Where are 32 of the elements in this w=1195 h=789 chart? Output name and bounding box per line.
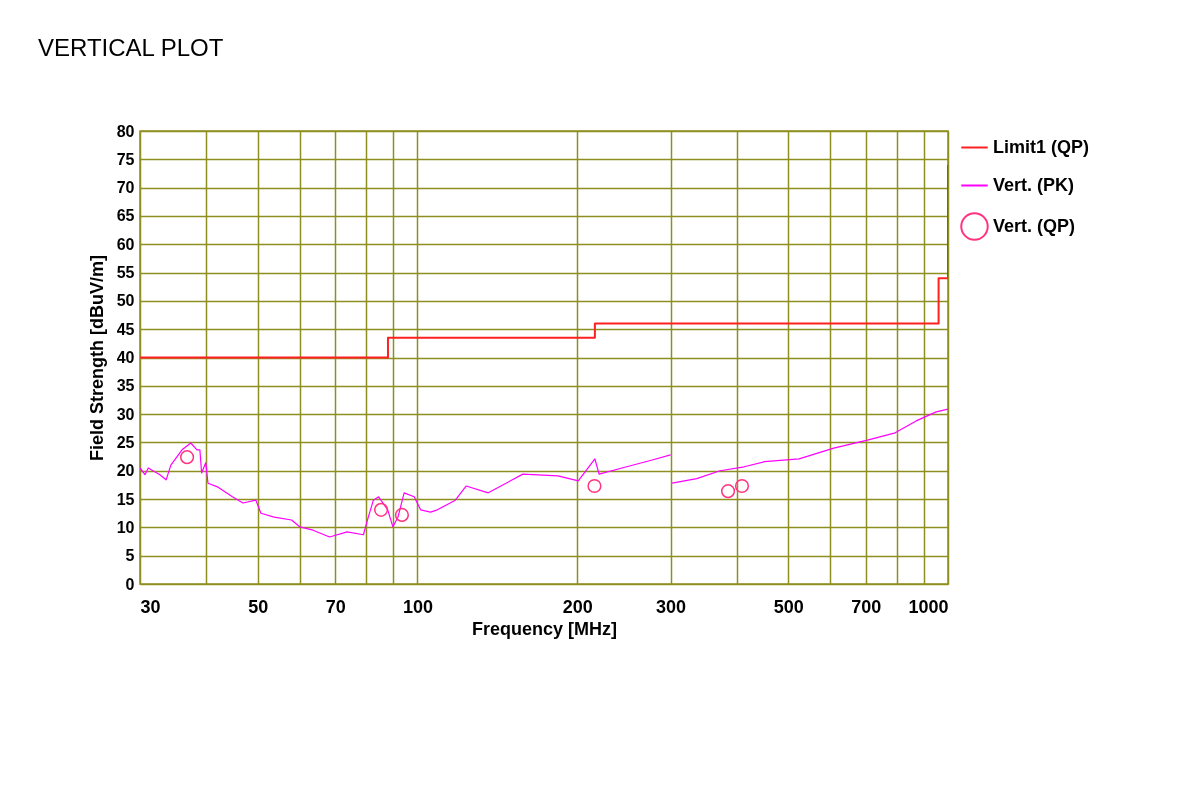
legend-label: Vert. (QP): [993, 215, 1076, 236]
y-tick-label: 70: [116, 179, 135, 197]
y-axis-title: Field Strength [dBuV/m]: [86, 255, 107, 461]
legend-label: Vert. (PK): [993, 174, 1075, 195]
y-tick-label: 50: [116, 292, 135, 310]
x-tick-label: 300: [656, 596, 687, 617]
y-tick-label: 10: [116, 518, 135, 536]
y-tick-label: 30: [116, 405, 135, 423]
x-tick-label: 100: [402, 596, 433, 617]
chart-title: VERTICAL PLOT: [38, 34, 224, 62]
y-tick-label: 55: [116, 264, 135, 282]
x-tick-label: 1000: [908, 596, 949, 617]
y-tick-label: 20: [116, 462, 135, 480]
x-tick-label: 700: [851, 596, 882, 617]
x-tick-label: 200: [562, 596, 593, 617]
legend-label: Limit1 (QP): [993, 136, 1090, 157]
y-tick-label: 25: [116, 433, 135, 451]
x-tick-label: 30: [140, 596, 161, 617]
y-tick-label: 35: [116, 377, 135, 395]
y-tick-label: 80: [116, 122, 135, 140]
x-axis-title: Frequency [MHz]: [471, 618, 618, 639]
y-tick-label: 0: [125, 575, 135, 593]
y-tick-label: 40: [116, 349, 135, 366]
x-tick-label: 500: [773, 596, 804, 617]
x-tick-label: 70: [325, 596, 346, 617]
y-tick-label: 45: [116, 320, 135, 338]
y-tick-label: 75: [116, 150, 135, 168]
y-tick-label: 5: [125, 547, 135, 565]
x-tick-label: 50: [248, 596, 269, 617]
y-tick-label: 65: [116, 207, 135, 225]
y-tick-label: 60: [116, 235, 135, 253]
y-tick-label: 15: [116, 490, 135, 508]
